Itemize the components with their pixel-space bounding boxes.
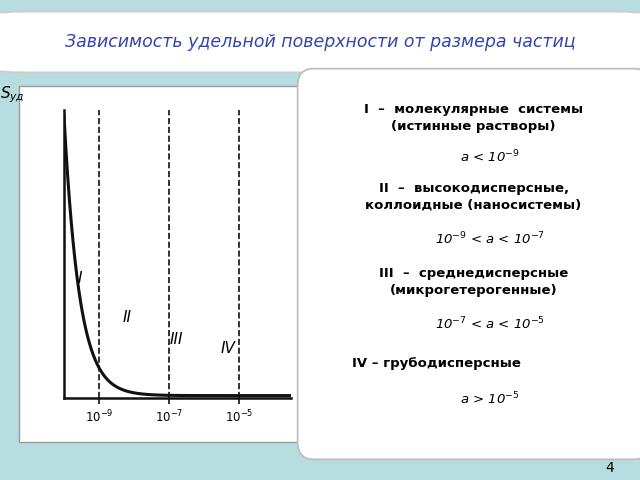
FancyBboxPatch shape (19, 86, 301, 442)
Text: III: III (169, 332, 182, 347)
Text: 4: 4 (605, 461, 614, 475)
Text: Зависимость удельной поверхности от размера частиц: Зависимость удельной поверхности от разм… (65, 33, 575, 51)
FancyBboxPatch shape (298, 69, 640, 459)
Text: III  –  среднедисперсные
(микрогетерогенные): III – среднедисперсные (микрогетерогенны… (379, 267, 568, 297)
Text: $S_{уд}$: $S_{уд}$ (1, 84, 25, 105)
FancyBboxPatch shape (0, 12, 640, 72)
Text: a < 10$^{-9}$: a < 10$^{-9}$ (460, 149, 520, 166)
Text: I  –  молекулярные  системы
(истинные растворы): I – молекулярные системы (истинные раств… (364, 103, 583, 133)
Text: a > 10$^{-5}$: a > 10$^{-5}$ (460, 391, 519, 407)
Text: I: I (77, 271, 82, 286)
Text: 10$^{-9}$ < a < 10$^{-7}$: 10$^{-9}$ < a < 10$^{-7}$ (435, 231, 545, 247)
Text: 10$^{-7}$ < a < 10$^{-5}$: 10$^{-7}$ < a < 10$^{-5}$ (435, 316, 545, 333)
Text: IV: IV (221, 341, 236, 356)
Text: IV – грубодисперсные: IV – грубодисперсные (352, 357, 521, 370)
Text: II: II (122, 310, 131, 325)
Text: a, м: a, м (303, 433, 330, 447)
Text: II  –  высокодисперсные,
коллоидные (наносистемы): II – высокодисперсные, коллоидные (нанос… (365, 181, 582, 212)
